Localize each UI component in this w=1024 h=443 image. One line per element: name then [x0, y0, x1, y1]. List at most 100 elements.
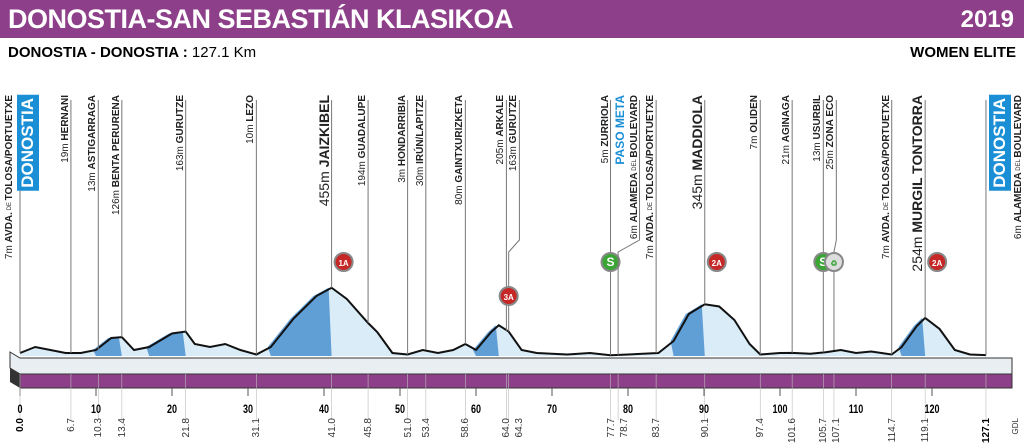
waypoint-name: ALAMEDA — [628, 172, 640, 223]
waypoint-label: 6m ALAMEDA DEL BOULEVARD — [629, 95, 640, 239]
waypoint-name: AVDA. — [4, 212, 15, 243]
axis-tick-label: 70 — [546, 402, 558, 416]
waypoint-name: ZURRIOLA — [599, 95, 611, 147]
waypoint-label: 30m IRÚN/LAPITZE — [415, 95, 426, 186]
waypoint-line — [617, 100, 641, 356]
waypoint-km: 13.4 — [116, 418, 128, 438]
waypoint-km: 77.7 — [605, 418, 617, 438]
waypoint-altitude: 7m — [4, 242, 15, 260]
waypoint-altitude: 163m — [508, 143, 520, 172]
waypoint-km: 119.1 — [920, 418, 932, 443]
waypoint-label: 345m MADDIOLA — [688, 95, 705, 210]
axis-tick-label: 10 — [90, 402, 102, 416]
waypoint-name: GURUTZE — [508, 95, 520, 144]
waypoint-name: BENTA PERURENA — [110, 95, 122, 188]
climb-shading — [898, 317, 926, 356]
waypoint-km: 53.4 — [420, 418, 432, 438]
axis-tick-label: 30 — [242, 402, 254, 416]
axis-tick-label: 100 — [772, 402, 788, 416]
waypoint-name: GURUTZE — [174, 95, 186, 144]
distance-bar — [19, 373, 1013, 389]
waypoint-label: 455m JAIZKIBEL — [315, 95, 332, 207]
route-name: DONOSTIA - DONOSTIA : — [8, 44, 188, 61]
waypoint-name: ALAMEDA — [1013, 172, 1024, 223]
waypoint-km: 127.1 — [980, 418, 992, 443]
base-side — [10, 368, 20, 388]
header-bar: DONOSTIA-SAN SEBASTIÁN KLASIKOA 2019 — [0, 0, 1024, 38]
badge-text: S — [607, 255, 615, 269]
waypoint-altitude: 455m — [315, 167, 332, 207]
waypoint-name-2: TOLOSA/PORTUETXE — [880, 95, 892, 201]
waypoint-line — [833, 100, 837, 350]
waypoint-name: AVDA. — [645, 212, 657, 243]
climb-shading — [146, 331, 186, 356]
waypoint-altitude: 10m — [245, 121, 257, 144]
waypoint-altitude: 3m — [396, 166, 408, 183]
waypoint-altitude: 345m — [688, 170, 705, 210]
waypoint-km: 10.3 — [93, 418, 105, 438]
axis-tick-label: 0 — [17, 402, 23, 416]
waypoint-altitude: 80m — [454, 182, 466, 205]
waypoint-altitude: 13m — [87, 169, 99, 192]
route-info: DONOSTIA - DONOSTIA : 127.1 Km — [8, 44, 256, 61]
waypoint-name: AVDA. — [880, 212, 892, 243]
waypoint-label: 5m ZURRIOLA — [600, 95, 611, 163]
waypoint-name: ARKALE — [495, 95, 507, 137]
waypoint-name: HERNANI — [59, 95, 71, 141]
waypoint-name: GUADALUPE — [357, 95, 369, 159]
start-label: DONOSTIA — [17, 95, 39, 191]
waypoint-km: 83.7 — [651, 418, 663, 438]
waypoint-label: 13m USURBIL — [812, 95, 823, 162]
climb-shading — [473, 325, 499, 356]
gdl-label: GDL — [1011, 418, 1020, 435]
waypoint-label: 7m AVDA. DE TOLOSA/PORTUETXE — [881, 95, 892, 259]
climb-category-icon — [498, 286, 519, 306]
axis-tick-label: 90 — [698, 402, 710, 416]
waypoint-altitude: 205m — [495, 136, 507, 165]
waypoint-name: LEZO — [245, 95, 257, 122]
waypoint-name: OLIDEN — [749, 95, 761, 133]
waypoint-label: 13m ASTIGARRAGA — [87, 95, 98, 192]
waypoint-name: ZONA ECO — [825, 95, 837, 148]
climb-category-icon — [927, 252, 948, 272]
climb-category-icon — [706, 252, 727, 272]
waypoint-name: IRÚN/LAPITZE — [414, 95, 426, 164]
waypoint-km: 64.3 — [514, 418, 526, 438]
waypoint-km: 31.1 — [251, 418, 263, 438]
climb-shading — [670, 304, 705, 356]
axis-tick-label: 60 — [470, 402, 482, 416]
waypoint-connector: DE — [648, 200, 655, 213]
waypoint-label: 254m MURGIL TONTORRA — [909, 95, 925, 272]
waypoint-km: 114.7 — [886, 418, 898, 443]
axis-tick-label: 110 — [848, 402, 864, 416]
waypoint-altitude: 21m — [781, 142, 793, 165]
waypoint-label: 126m BENTA PERURENA — [111, 95, 122, 215]
waypoint-km: 107.1 — [831, 418, 843, 443]
waypoint-altitude: 194m — [357, 158, 369, 187]
waypoint-name-2: BOULEVARD — [1013, 95, 1024, 158]
waypoint-altitude: 7m — [645, 242, 657, 260]
waypoint-connector: DEL — [1016, 157, 1022, 173]
profile-fill — [20, 287, 986, 356]
waypoint-altitude: 163m — [174, 143, 186, 172]
waypoint-name: AGINAGA — [781, 95, 793, 143]
axis-tick-label: 50 — [394, 402, 406, 416]
waypoint-label: 21m AGINAGA — [781, 95, 792, 164]
waypoint-label: 25m ZONA ECO — [825, 95, 836, 170]
waypoint-altitude: 5m — [599, 146, 611, 164]
waypoint-altitude: 19m — [59, 140, 71, 163]
race-year: 2019 — [960, 6, 1014, 33]
finish-pass-text: PASO META — [612, 95, 627, 165]
route-distance: 127.1 Km — [191, 44, 257, 61]
badge-text: 2A — [932, 259, 942, 268]
badge-text: ♻ — [830, 259, 837, 268]
waypoint-km: 51.0 — [402, 418, 414, 438]
badge-text: 2A — [712, 259, 722, 268]
waypoint-km: 97.4 — [755, 418, 767, 438]
axis-tick-label: 40 — [318, 402, 330, 416]
waypoint-connector: DE — [7, 200, 13, 213]
sprint-icon — [600, 252, 621, 272]
waypoint-altitude: 7m — [749, 132, 761, 150]
waypoint-label: 10m LEZO — [245, 95, 256, 144]
